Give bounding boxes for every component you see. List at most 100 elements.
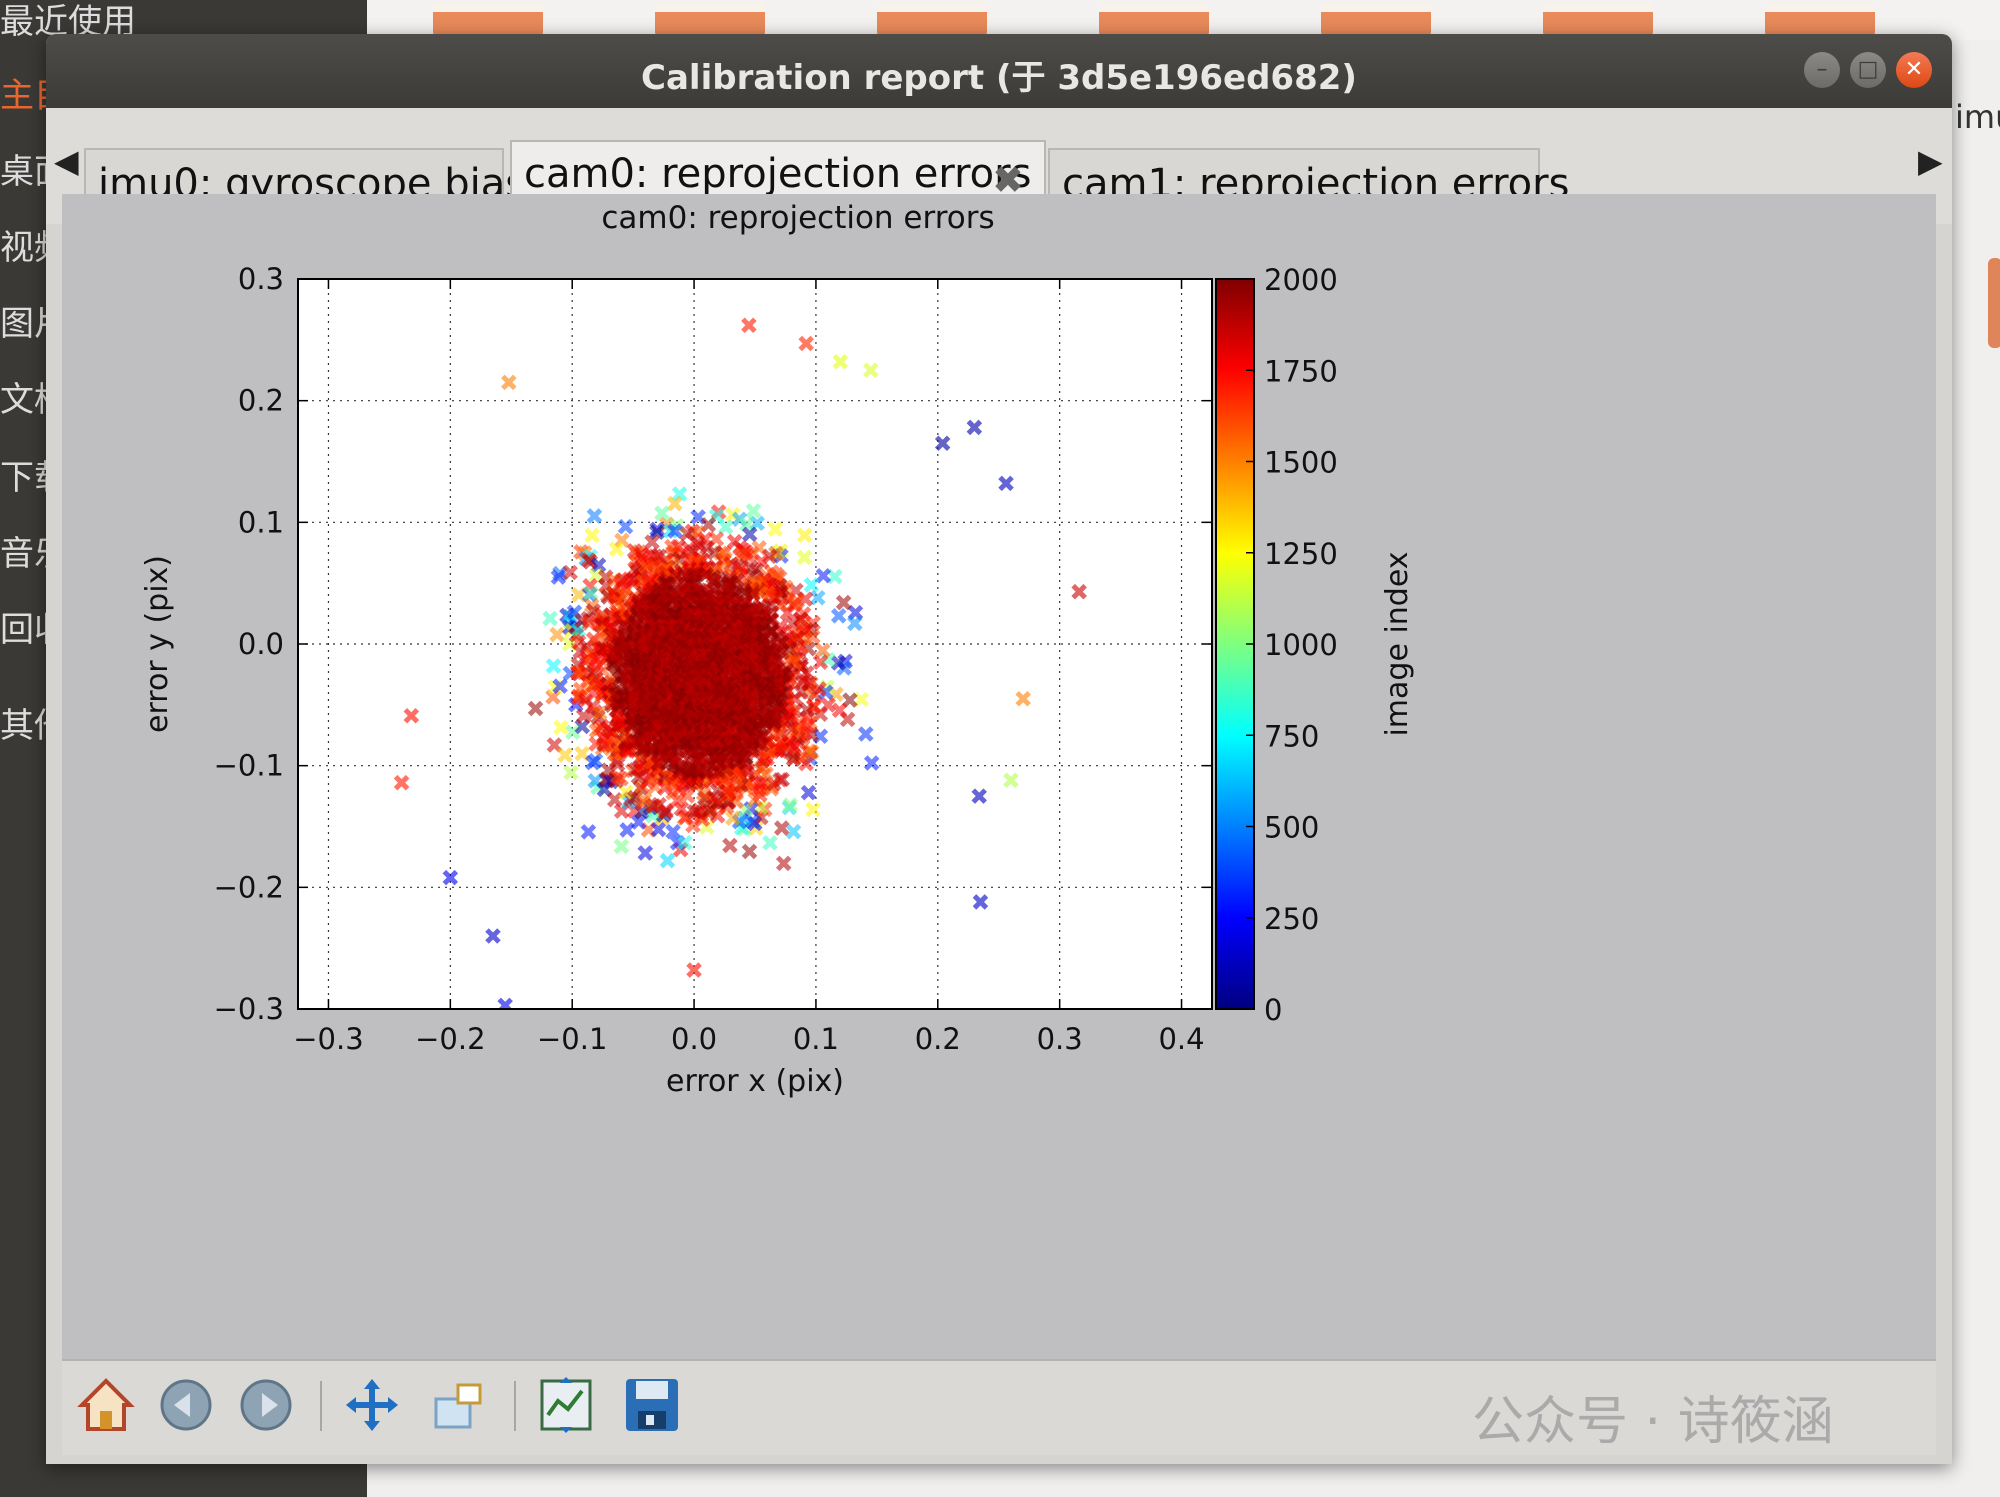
back-icon[interactable] [156,1375,216,1435]
scatter-point [741,526,758,543]
scatter-point [649,524,665,540]
y-tick-label: −0.1 [214,749,284,783]
x-tick-label: 0.3 [1037,1022,1083,1056]
y-tick-label: 0.0 [238,627,284,661]
x-tick-label: −0.3 [293,1022,363,1056]
scatter-point [562,564,578,581]
scatter-point [722,837,738,854]
scatter-point [669,792,686,809]
tab-label: cam0: reprojection errors [524,151,1032,197]
scatter-point [637,845,654,861]
title-bar[interactable]: Calibration report (于 3d5e196ed682) – □ … [46,34,1952,108]
plot-figure: cam0: reprojection errors −0.3 −0.2 −0.1 0.… [62,194,1936,1359]
scatter-point [815,568,832,584]
calibration-report-window: Calibration report (于 3d5e196ed682) – □ … [46,34,1952,1464]
scatter-point [673,801,690,817]
folder-icon[interactable] [655,2,765,36]
tab-scroll-right-icon[interactable]: ▶ [1918,142,1943,180]
scatter-point [542,610,558,627]
x-tick-label: −0.1 [537,1022,607,1056]
scatter-point [814,642,831,659]
colorbar-tick-label: 500 [1264,811,1319,845]
save-icon[interactable] [622,1375,682,1435]
x-tick-label: 0.4 [1158,1022,1204,1056]
colorbar-tick-label: 250 [1264,902,1319,936]
scatter-point [767,521,784,537]
colorbar-tick-label: 2000 [1264,263,1338,297]
y-axis-label: error y (pix) [140,555,175,733]
scatter-point [563,764,579,781]
maximize-button[interactable]: □ [1850,52,1886,88]
close-button[interactable]: ✕ [1896,52,1932,88]
plot-toolbar: 公众号 · 诗筱涵 [62,1359,1936,1455]
scatter-point [796,527,813,543]
scatter-point [584,527,600,544]
forward-icon[interactable] [236,1375,296,1435]
zoom-rect-icon[interactable] [428,1375,488,1435]
scatter-point [830,655,847,671]
minimize-button[interactable]: – [1804,52,1840,88]
scatter-point [659,852,676,869]
scatter-point [580,824,597,840]
scatter-point [592,705,608,721]
home-icon[interactable] [76,1375,136,1435]
scatter-point [782,797,799,813]
x-tick-label: 0.1 [793,1022,839,1056]
scatter-point [607,791,623,808]
x-axis-label: error x (pix) [666,1064,844,1099]
toolbar-separator [320,1381,322,1431]
scatter-point [842,692,858,708]
configure-subplots-icon[interactable] [536,1375,596,1435]
watermark-text: 公众号 · 诗筱涵 [1472,1392,1834,1452]
scatter-point [545,658,562,674]
scatter-point [608,541,625,557]
scatter-point [799,702,815,718]
folder-icon[interactable] [433,2,543,36]
colorbar-label: image index [1380,551,1415,736]
scatter-point [762,835,778,851]
scatter-point [835,594,852,611]
x-tick-label: 0.0 [671,1022,717,1056]
scatter-point [636,791,653,808]
folder-icon[interactable] [1099,2,1209,36]
folder-icon[interactable] [1765,2,1875,36]
scatter-point [827,568,843,585]
scatter-point [565,724,581,740]
tab-scroll-left-icon[interactable]: ◀ [54,142,79,180]
folder-icon[interactable] [1321,2,1431,36]
colorbar-tick-label: 1250 [1264,537,1338,571]
scatter-point [785,823,802,840]
scatter-point [583,585,599,601]
scatter-point [651,796,667,813]
y-tick-label: −0.3 [214,992,284,1026]
colorbar-tick-label: 1500 [1264,446,1338,480]
x-tick-label: −0.2 [415,1022,485,1056]
folder-icon[interactable] [1988,258,2000,348]
scatter-point [667,523,683,539]
folder-icon[interactable] [877,2,987,36]
toolbar-separator [514,1381,516,1431]
scatter-point [800,784,817,801]
y-tick-label: −0.2 [214,870,284,904]
scatter-point [527,700,544,717]
scatter-point [553,719,569,736]
scatter-point [671,486,688,502]
y-tick-label: 0.3 [238,262,284,296]
colorbar-tick-label: 1750 [1264,354,1338,388]
scatter-point [631,814,647,830]
colorbar-tick-label: 0 [1264,993,1282,1027]
scatter-point [557,747,573,763]
file-grid-background [367,0,2000,40]
scatter-point [853,691,870,708]
y-tick-label: 0.1 [238,505,284,539]
folder-icon[interactable] [1543,2,1653,36]
scatter-point [617,518,634,535]
scatter-chart[interactable]: cam0: reprojection errors −0.3 −0.2 −0.1 0.… [62,194,1936,1359]
pan-icon[interactable] [342,1375,402,1435]
scatter-point [695,785,712,802]
scatter-point [857,726,874,742]
scatter-point [676,834,693,851]
scatter-point [717,519,734,535]
scatter-point [546,737,563,753]
file-label: imu [1955,98,2000,136]
